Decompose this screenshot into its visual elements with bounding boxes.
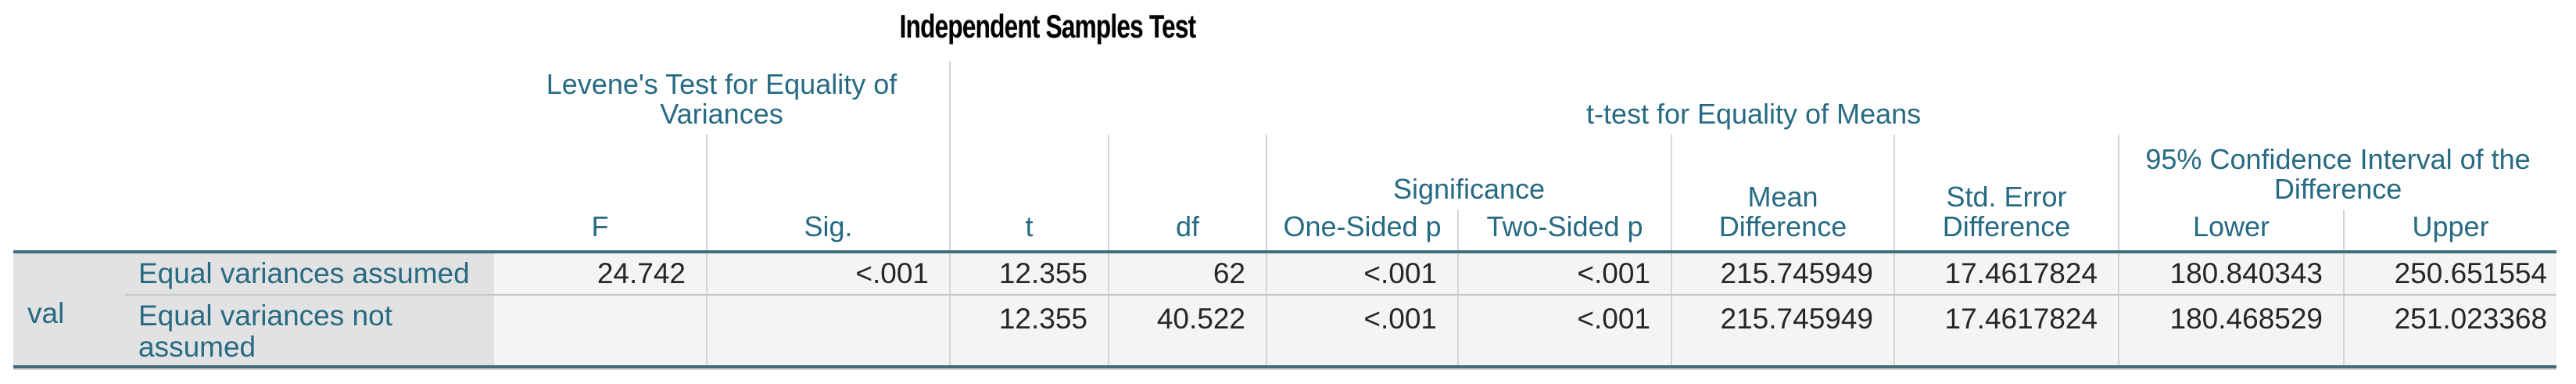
cell-sig: <.001 (707, 250, 951, 296)
cell-mean-difference: 215.745949 (1671, 250, 1896, 296)
stub-corner-cell (13, 61, 494, 252)
cell-mean-difference: 215.745949 (1671, 295, 1896, 368)
group-header-t-test: t-test for Equality of Means (950, 61, 2557, 135)
column-header-df: df (1109, 135, 1268, 252)
column-header-upper: Upper (2344, 210, 2557, 252)
column-header-lower: Lower (2119, 210, 2345, 252)
cell-one-sided-p: <.001 (1267, 250, 1460, 296)
cell-upper: 250.651554 (2344, 250, 2557, 296)
cell-t: 12.355 (950, 295, 1110, 368)
column-header-mean-difference: Mean Difference (1671, 135, 1896, 252)
cell-f (494, 295, 708, 368)
page-title: Independent Samples Test (899, 8, 1197, 45)
cell-sig (707, 295, 951, 368)
cell-df: 62 (1109, 250, 1268, 296)
column-header-t: t (950, 135, 1110, 252)
cell-std-error-difference: 17.4617824 (1894, 250, 2120, 296)
row-label: Equal variances assumed (125, 250, 494, 296)
table-row-equal-variances-not-assumed: Equal variances not assumed 12.355 40.52… (13, 295, 2557, 368)
cell-df: 40.522 (1109, 295, 1268, 368)
cell-lower: 180.468529 (2119, 295, 2345, 368)
row-variable-label: val (13, 250, 125, 368)
row-label: Equal variances not assumed (125, 295, 494, 368)
cell-upper: 251.023368 (2344, 295, 2557, 368)
column-header-std-error-difference: Std. Error Difference (1894, 135, 2120, 252)
results-table: Levene's Test for Equality of Variances … (13, 61, 2557, 368)
cell-lower: 180.840343 (2119, 250, 2345, 296)
cell-two-sided-p: <.001 (1458, 250, 1673, 296)
cell-t: 12.355 (950, 250, 1110, 296)
group-header-confidence-interval: 95% Confidence Interval of the Differenc… (2119, 135, 2557, 210)
column-header-two-sided-p: Two-Sided p (1458, 210, 1673, 252)
cell-f: 24.742 (494, 250, 708, 296)
group-header-significance: Significance (1267, 135, 1673, 210)
column-header-sig: Sig. (707, 135, 951, 252)
column-header-f: F (494, 135, 708, 252)
cell-one-sided-p: <.001 (1267, 295, 1460, 368)
cell-two-sided-p: <.001 (1458, 295, 1673, 368)
table-row-equal-variances-assumed: val Equal variances assumed 24.742 <.001… (13, 250, 2557, 368)
independent-samples-test-table: Levene's Test for Equality of Variances … (13, 61, 2557, 368)
column-header-one-sided-p: One-Sided p (1267, 210, 1460, 252)
cell-std-error-difference: 17.4617824 (1894, 295, 2120, 368)
group-header-levene-test: Levene's Test for Equality of Variances (494, 61, 951, 135)
